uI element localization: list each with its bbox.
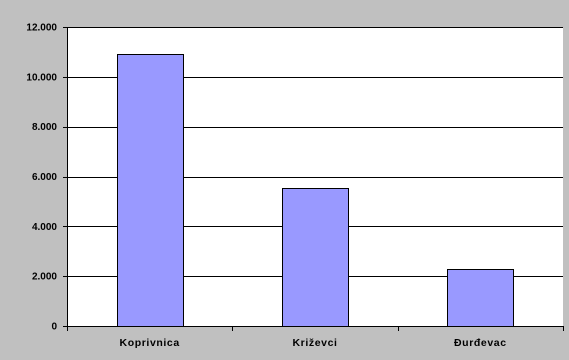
axes [63, 27, 564, 331]
y-tick-label: 6.000 [32, 172, 57, 183]
x-tick-labels: Koprivnica Križevci Đurđevac [120, 337, 507, 349]
x-category-label: Đurđevac [454, 337, 507, 349]
x-category-label: Križevci [292, 337, 337, 349]
y-tick-labels: 0 2.000 4.000 6.000 8.000 10.000 12.000 [26, 23, 57, 333]
bar-1 [282, 188, 349, 327]
bars [117, 54, 514, 327]
bar-2 [447, 269, 514, 327]
x-category-label: Koprivnica [120, 337, 180, 349]
y-tick-label: 12.000 [26, 23, 57, 34]
y-tick-label: 0 [51, 322, 57, 333]
y-tick-label: 8.000 [32, 122, 57, 133]
y-tick-label: 4.000 [32, 222, 57, 233]
y-tick-label: 2.000 [32, 272, 57, 283]
bar-0 [117, 54, 184, 327]
y-tick-label: 10.000 [26, 72, 57, 83]
